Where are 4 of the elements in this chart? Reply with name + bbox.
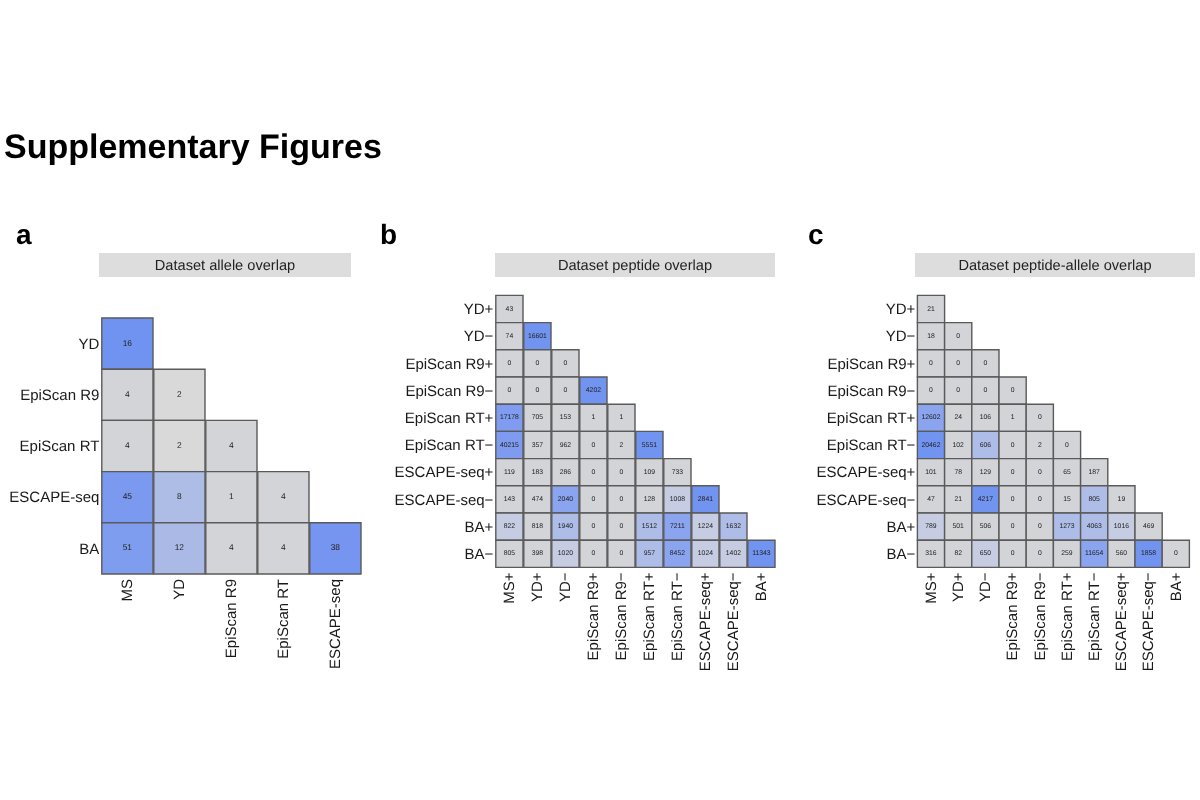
text: a bbox=[16, 218, 32, 250]
text: c bbox=[808, 218, 824, 250]
text: Supplementary Figures bbox=[4, 128, 382, 166]
text: b bbox=[380, 218, 398, 250]
